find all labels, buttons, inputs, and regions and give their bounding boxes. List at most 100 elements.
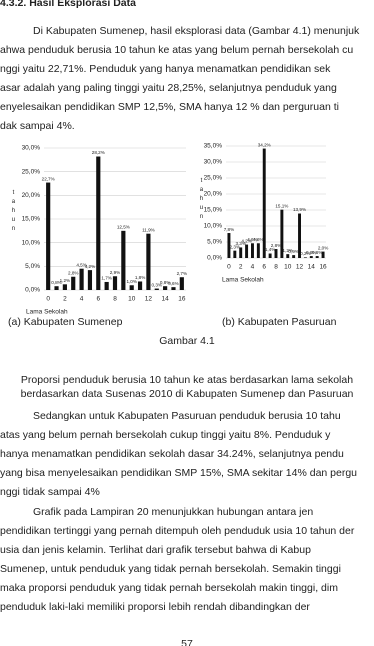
- bar: [62, 284, 67, 290]
- value-label: 0,6%: [168, 281, 178, 286]
- bar: [309, 256, 313, 258]
- bar: [163, 286, 168, 290]
- y-tick-label: 10,0%: [22, 239, 41, 246]
- value-label: 7,8%: [224, 227, 234, 232]
- y-tick-label: 25,0%: [22, 168, 41, 175]
- value-label: 11,9%: [142, 227, 155, 232]
- value-label: 0,3%: [152, 282, 162, 287]
- x-tick-label: 16: [178, 296, 186, 303]
- paragraph-line: hanya menamatkan pendidikan sekolah dasa…: [0, 448, 344, 460]
- value-label: 1,8%: [135, 275, 145, 280]
- value-label: 12,5%: [117, 225, 130, 230]
- bar: [303, 257, 307, 258]
- x-tick-label: 12: [296, 264, 304, 271]
- bar: [54, 286, 59, 290]
- value-label: 0,8%: [51, 280, 61, 285]
- bar: [268, 253, 272, 258]
- x-tick-label: 6: [262, 264, 266, 271]
- x-tick-label: 2: [63, 296, 67, 303]
- bar: [286, 254, 290, 258]
- value-label: 2,8%: [68, 270, 78, 275]
- y-tick-label: 15,0%: [22, 216, 41, 223]
- bar: [46, 182, 51, 290]
- x-tick-label: 14: [162, 296, 170, 303]
- paragraph-line: asar adalah yang paling tinggi yaitu 28,…: [0, 82, 337, 94]
- value-label: 2,3%: [230, 244, 240, 249]
- x-tick-label: 10: [128, 296, 136, 303]
- bar: [262, 148, 266, 258]
- value-label: 0,6%: [312, 250, 322, 255]
- paragraph-line: Sumenep, untuk penduduk yang tidak perna…: [0, 563, 341, 575]
- value-label: 0,9%: [288, 249, 298, 254]
- value-label: 1,7%: [101, 276, 111, 281]
- bar: [104, 281, 109, 290]
- x-tick-label: 4: [80, 296, 84, 303]
- x-tick-label: 8: [274, 264, 278, 271]
- y-tick-label: 20,0%: [204, 191, 223, 198]
- y-axis-label: tahun: [198, 178, 204, 223]
- bar: [179, 277, 184, 290]
- y-tick-label: 0,0%: [25, 287, 40, 294]
- x-tick-label: 16: [319, 264, 327, 271]
- x-tick-label: 6: [96, 296, 100, 303]
- y-tick-label: 15,0%: [204, 207, 223, 214]
- bar: [292, 255, 296, 258]
- y-tick-label: 10,0%: [204, 223, 223, 230]
- x-tick-label: 0: [227, 264, 231, 271]
- paragraph-line: yang bisa menyelesaikan pendidikan SMP 1…: [0, 467, 357, 479]
- bar: [233, 250, 237, 258]
- value-label: 4,2%: [85, 264, 95, 269]
- subcaption: (a) Kabupaten Sumenep: [8, 316, 123, 328]
- x-tick-label: 8: [113, 296, 117, 303]
- y-tick-label: 20,0%: [22, 192, 41, 199]
- paragraph-line: usia dan jenis kelamin. Terlihat dari gr…: [0, 544, 311, 556]
- bar: [239, 247, 243, 258]
- value-label: 15,1%: [275, 203, 288, 208]
- paragraph-line: ahwa penduduk berusia 10 tahun ke atas y…: [0, 44, 353, 56]
- subcaption: (b) Kabupaten Pasuruan: [222, 316, 337, 328]
- bar: [96, 156, 101, 290]
- value-label: 1,4%: [265, 247, 275, 252]
- figure-number: Gambar 4.1: [159, 335, 215, 347]
- y-tick-label: 5,0%: [207, 239, 222, 246]
- bar: [256, 243, 260, 258]
- value-label: 0,6%: [306, 250, 316, 255]
- paragraph-line: maka proporsi penduduk yang tidak pernah…: [0, 582, 338, 594]
- value-label: 3,3%: [235, 241, 245, 246]
- paragraph-line: nggi tidak sampai 4%: [0, 486, 100, 498]
- paragraph-line: dak sampai 4%.: [0, 120, 75, 132]
- bar: [112, 276, 118, 290]
- bar: [154, 288, 159, 290]
- bar: [251, 243, 254, 258]
- x-tick-label: 10: [284, 264, 292, 271]
- value-label: 4,5%: [76, 262, 86, 267]
- bar: [129, 285, 134, 290]
- bar: [227, 233, 231, 258]
- value-label: 2,8%: [271, 243, 281, 248]
- paragraph-line: atas yang belum pernah bersekolah cukup …: [0, 429, 331, 441]
- figure-caption: berdasarkan data Susenas 2010 di Kabupat…: [21, 388, 354, 400]
- x-tick-label: 2: [239, 264, 243, 271]
- value-label: 1,2%: [283, 248, 293, 253]
- paragraph-line: penduduk laki-laki memiliki proporsi leb…: [0, 601, 310, 613]
- bar: [79, 268, 84, 290]
- paragraph-line: Grafik pada Lampiran 20 menunjukkan hubu…: [33, 506, 313, 518]
- bar: [87, 270, 93, 290]
- bar: [171, 287, 176, 290]
- bar: [321, 251, 325, 258]
- page-number: 57: [181, 638, 193, 646]
- bar: [137, 281, 143, 290]
- x-tick-label: 14: [308, 264, 316, 271]
- paragraph-line: Sedangkan untuk Kabupaten Pasuruan pendu…: [33, 410, 341, 422]
- value-label: 2,9%: [110, 270, 120, 275]
- paragraph-line: nggi yaitu 22,71%. Penduduk yang hanya m…: [0, 63, 331, 75]
- value-label: 28,2%: [92, 150, 105, 155]
- y-tick-label: 0,0%: [207, 255, 222, 262]
- bar: [315, 256, 319, 258]
- value-label: 2,0%: [318, 245, 328, 250]
- x-tick-label: 0: [46, 296, 50, 303]
- value-label: 13,9%: [293, 207, 306, 212]
- value-label: 34,2%: [258, 142, 271, 147]
- bar: [245, 244, 249, 258]
